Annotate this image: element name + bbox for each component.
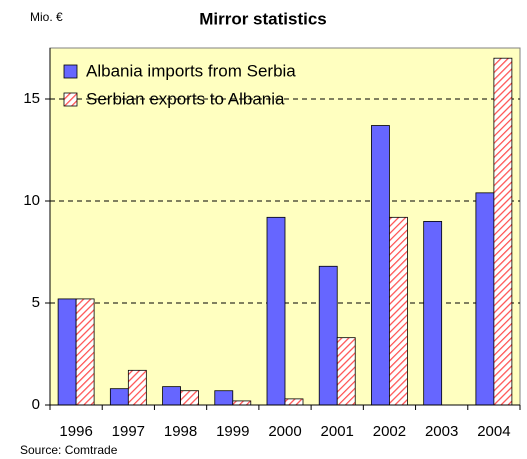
bar <box>493 57 513 406</box>
bar <box>371 125 390 406</box>
bar <box>475 192 495 406</box>
bar <box>214 390 234 406</box>
bar <box>75 298 95 406</box>
x-tick-label: 2001 <box>321 423 354 440</box>
bar <box>266 216 286 406</box>
bar <box>389 216 408 406</box>
x-tick-label: 1996 <box>59 423 92 440</box>
y-tick-label: 5 <box>32 294 40 311</box>
source-note: Source: Comtrade <box>20 443 118 457</box>
bar <box>162 386 181 406</box>
bar <box>284 398 304 406</box>
x-tick-label: 1999 <box>216 423 249 440</box>
y-tick-label: 15 <box>23 90 40 107</box>
x-tick-label: 1998 <box>164 423 197 440</box>
y-tick-label: 10 <box>23 192 40 209</box>
bar <box>232 400 252 406</box>
x-tick-label: 2003 <box>425 423 458 440</box>
legend-swatch <box>63 92 78 107</box>
legend-label: Albania imports from Serbia <box>86 61 296 80</box>
y-axis-label: Mio. € <box>30 10 63 24</box>
legend-label: Serbian exports to Albania <box>86 89 285 108</box>
x-tick-label: 2002 <box>373 423 406 440</box>
bar <box>57 298 77 406</box>
chart-title: Mirror statistics <box>199 9 327 28</box>
bar <box>423 220 443 406</box>
bar <box>336 337 356 406</box>
bar <box>180 390 199 406</box>
bar <box>127 369 147 406</box>
x-tick-label: 2004 <box>477 423 510 440</box>
x-tick-label: 2000 <box>268 423 301 440</box>
bar <box>318 265 338 406</box>
y-tick-label: 0 <box>32 396 40 413</box>
x-tick-label: 1997 <box>112 423 145 440</box>
bar <box>109 388 129 406</box>
legend-swatch <box>63 64 78 79</box>
